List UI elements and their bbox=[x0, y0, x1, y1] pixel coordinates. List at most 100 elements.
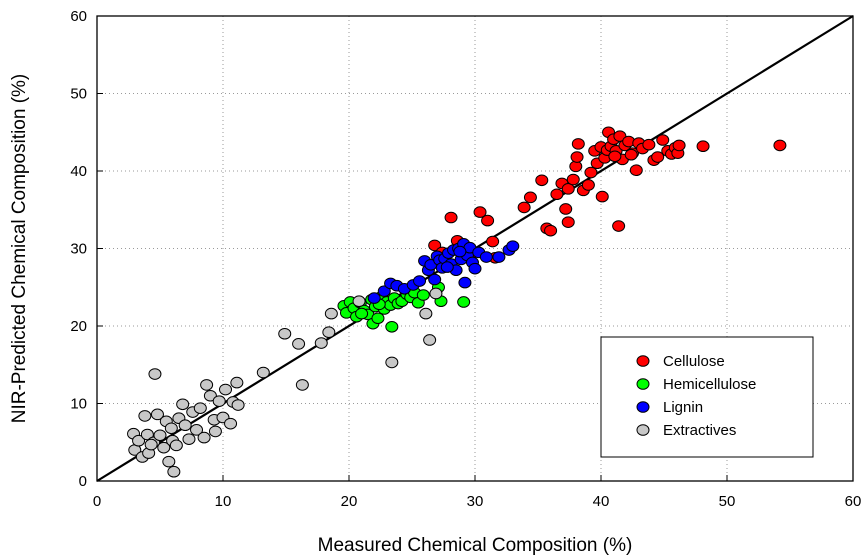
y-tick-label-1: 10 bbox=[70, 396, 87, 413]
legend-marker-lignin bbox=[636, 401, 650, 413]
y-tick-label-6: 60 bbox=[70, 8, 87, 25]
point-cellulose-19 bbox=[566, 173, 580, 186]
legend-label-extractives: Extractives bbox=[663, 422, 736, 439]
point-extractives-20 bbox=[178, 419, 192, 432]
point-cellulose-29 bbox=[595, 190, 609, 203]
point-lignin-6 bbox=[413, 275, 427, 287]
point-hemicellulose-27 bbox=[457, 296, 471, 308]
point-hemicellulose-11 bbox=[371, 312, 385, 325]
point-extractives-39 bbox=[295, 379, 309, 391]
point-lignin-32 bbox=[440, 261, 454, 273]
point-extractives-40 bbox=[314, 337, 328, 349]
point-extractives-14 bbox=[164, 422, 178, 435]
point-cellulose-53 bbox=[672, 139, 686, 152]
point-extractives-23 bbox=[190, 424, 204, 436]
x-tick-label-1: 10 bbox=[215, 493, 232, 510]
point-extractives-2 bbox=[132, 434, 146, 447]
point-extractives-8 bbox=[148, 368, 162, 380]
point-extractives-48 bbox=[208, 425, 222, 438]
y-tick-label-5: 50 bbox=[70, 86, 87, 103]
point-extractives-47 bbox=[429, 287, 443, 300]
point-cellulose-18 bbox=[561, 183, 575, 195]
point-extractives-24 bbox=[193, 402, 207, 414]
point-cellulose-17 bbox=[561, 216, 575, 228]
legend-marker-cellulose bbox=[636, 355, 650, 367]
point-cellulose-11 bbox=[535, 174, 549, 187]
point-cellulose-36 bbox=[612, 220, 626, 232]
x-tick-label-3: 30 bbox=[467, 493, 484, 510]
point-extractives-44 bbox=[385, 356, 399, 369]
point-cellulose-56 bbox=[624, 148, 638, 161]
point-extractives-10 bbox=[153, 429, 167, 442]
legend-marker-extractives bbox=[636, 424, 650, 436]
point-extractives-45 bbox=[419, 307, 433, 320]
data-points bbox=[127, 126, 787, 478]
point-extractives-41 bbox=[322, 326, 336, 339]
point-cellulose-21 bbox=[570, 151, 584, 163]
point-lignin-33 bbox=[453, 245, 467, 258]
legend-label-hemicellulose: Hemicellulose bbox=[663, 376, 756, 393]
point-cellulose-45 bbox=[642, 138, 656, 151]
point-extractives-27 bbox=[203, 389, 217, 402]
point-lignin-31 bbox=[506, 240, 520, 252]
y-tick-label-3: 30 bbox=[70, 241, 87, 258]
point-extractives-49 bbox=[144, 438, 158, 451]
point-cellulose-25 bbox=[584, 166, 598, 179]
x-axis-label: Measured Chemical Composition (%) bbox=[318, 535, 633, 556]
point-extractives-25 bbox=[197, 431, 211, 444]
point-extractives-34 bbox=[230, 376, 244, 389]
point-lignin-0 bbox=[367, 292, 381, 304]
legend-box bbox=[600, 336, 814, 458]
point-extractives-36 bbox=[256, 366, 270, 379]
point-cellulose-3 bbox=[481, 214, 495, 227]
point-cellulose-55 bbox=[773, 139, 787, 152]
point-hemicellulose-16 bbox=[385, 320, 399, 333]
point-cellulose-2 bbox=[473, 206, 487, 218]
point-extractives-19 bbox=[176, 398, 190, 411]
point-extractives-4 bbox=[138, 410, 152, 422]
series-extractives bbox=[127, 287, 443, 478]
point-lignin-1 bbox=[377, 285, 391, 297]
x-tick-label-4: 40 bbox=[593, 493, 610, 510]
y-tick-label-4: 40 bbox=[70, 163, 87, 180]
point-cellulose-48 bbox=[656, 134, 670, 146]
legend-label-cellulose: Cellulose bbox=[663, 353, 725, 370]
point-cellulose-16 bbox=[559, 203, 573, 215]
point-lignin-10 bbox=[428, 273, 442, 286]
point-hemicellulose-24 bbox=[416, 289, 430, 301]
point-cellulose-54 bbox=[696, 140, 710, 152]
y-tick-label-0: 0 bbox=[79, 473, 87, 490]
x-tick-label-6: 60 bbox=[845, 493, 862, 510]
point-extractives-29 bbox=[212, 395, 226, 407]
point-cellulose-42 bbox=[629, 164, 643, 177]
point-cellulose-13 bbox=[544, 224, 558, 237]
point-cellulose-24 bbox=[581, 179, 595, 191]
point-cellulose-1 bbox=[444, 211, 458, 224]
point-lignin-26 bbox=[468, 262, 482, 275]
point-cellulose-0 bbox=[428, 239, 442, 252]
point-lignin-22 bbox=[458, 276, 472, 289]
point-extractives-42 bbox=[324, 307, 338, 320]
point-cellulose-9 bbox=[517, 201, 531, 214]
point-extractives-5 bbox=[140, 428, 154, 441]
point-extractives-26 bbox=[200, 379, 214, 391]
point-cellulose-4 bbox=[486, 235, 500, 248]
legend-marker-hemicellulose bbox=[636, 378, 650, 390]
point-cellulose-14 bbox=[550, 188, 564, 201]
legend-label-lignin: Lignin bbox=[663, 399, 703, 416]
point-hemicellulose-28 bbox=[355, 307, 369, 320]
point-extractives-17 bbox=[169, 439, 183, 452]
x-tick-label-5: 50 bbox=[719, 493, 736, 510]
point-extractives-11 bbox=[157, 441, 171, 454]
point-cellulose-47 bbox=[651, 151, 665, 163]
point-extractives-38 bbox=[292, 338, 306, 350]
point-cellulose-10 bbox=[523, 191, 537, 204]
point-extractives-32 bbox=[224, 417, 238, 430]
point-cellulose-22 bbox=[571, 138, 585, 150]
point-extractives-43 bbox=[352, 295, 366, 308]
point-cellulose-37 bbox=[613, 130, 627, 142]
point-extractives-9 bbox=[150, 408, 164, 421]
point-extractives-16 bbox=[167, 465, 181, 478]
point-extractives-21 bbox=[182, 433, 196, 445]
